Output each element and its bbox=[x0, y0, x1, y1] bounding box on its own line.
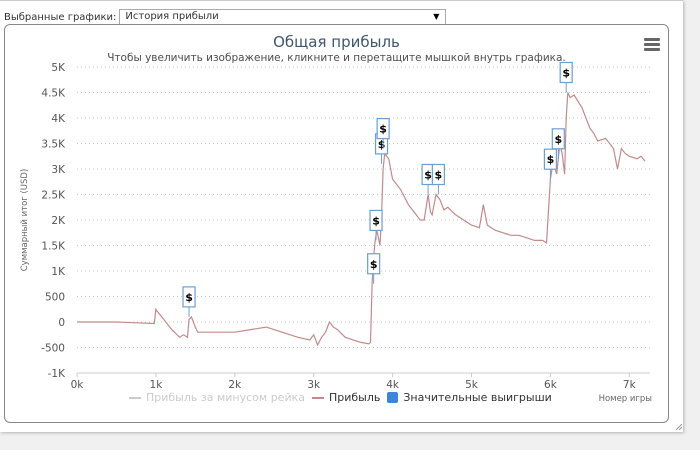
y-tick-label: 2K bbox=[51, 215, 66, 227]
x-axis-title: Номер игры bbox=[598, 394, 652, 404]
y-tick-label: 1K bbox=[51, 266, 66, 278]
y-tick-label: 2.5K bbox=[41, 190, 66, 202]
dollar-icon: $ bbox=[562, 67, 570, 80]
x-tick-label: 1k bbox=[150, 379, 164, 391]
legend-line-icon bbox=[311, 396, 324, 399]
y-tick-label: 4.5K bbox=[41, 88, 66, 100]
big-win-flag[interactable] bbox=[376, 117, 390, 140]
y-tick-label: 0 bbox=[58, 317, 65, 329]
dollar-icon: $ bbox=[185, 291, 193, 304]
big-win-flag[interactable] bbox=[559, 61, 573, 84]
chart-selector-label: Выбранные графики: bbox=[4, 11, 117, 23]
dollar-icon: $ bbox=[435, 169, 443, 182]
dropdown-arrow-icon: ▼ bbox=[433, 12, 440, 21]
chart-subtitle: Чтобы увеличить изображение, кликните и … bbox=[107, 52, 566, 64]
y-tick-label: -500 bbox=[41, 343, 65, 355]
chart-selector-row: Выбранные графики: История прибыли ▼ bbox=[4, 9, 447, 25]
big-win-flag[interactable] bbox=[543, 148, 558, 170]
big-win-flag[interactable] bbox=[431, 163, 445, 186]
dollar-icon: $ bbox=[554, 133, 562, 146]
legend-item-net-profit[interactable]: Прибыль за минусом рейка bbox=[129, 391, 305, 404]
x-tick-label: 2k bbox=[228, 379, 242, 391]
x-tick-label: 6k bbox=[544, 379, 558, 391]
chart-selector-dropdown[interactable]: История прибыли ▼ bbox=[119, 9, 447, 25]
dollar-icon: $ bbox=[424, 169, 432, 182]
legend-item-profit[interactable]: Прибыль bbox=[311, 391, 381, 404]
dollar-icon: $ bbox=[379, 123, 387, 136]
legend-line-icon bbox=[129, 396, 141, 399]
dollar-icon: $ bbox=[370, 258, 378, 271]
y-tick-label: 1.5K bbox=[41, 241, 66, 253]
chart-legend: Прибыль за минусом рейка Прибыль Значите… bbox=[129, 391, 559, 404]
y-tick-label: 4K bbox=[51, 113, 66, 125]
y-tick-label: 500 bbox=[45, 292, 65, 304]
legend-label: Значительные выигрыши bbox=[403, 391, 552, 404]
big-win-flag[interactable] bbox=[369, 209, 383, 231]
hamburger-menu-icon[interactable] bbox=[644, 38, 660, 52]
y-tick-label: 5K bbox=[51, 62, 66, 74]
chart-title: Общая прибыль bbox=[273, 33, 400, 51]
top-divider bbox=[0, 0, 683, 1]
x-tick-label: 3k bbox=[307, 379, 321, 391]
big-win-flag[interactable] bbox=[551, 128, 565, 150]
dollar-icon: $ bbox=[378, 138, 386, 151]
chart-selector-value: История прибыли bbox=[125, 11, 219, 22]
y-tick-label: 3.5K bbox=[41, 139, 66, 151]
chart-container[interactable]: Общая прибыль Чтобы увеличить изображени… bbox=[4, 24, 669, 423]
legend-square-icon bbox=[387, 392, 399, 403]
y-tick-label: 3K bbox=[51, 164, 66, 176]
x-tick-label: 7k bbox=[623, 379, 637, 391]
dollar-icon: $ bbox=[547, 153, 555, 166]
x-tick-label: 5k bbox=[465, 379, 479, 391]
y-tick-label: -1K bbox=[48, 368, 66, 380]
legend-label: Прибыль bbox=[328, 391, 381, 404]
resize-grip-icon[interactable] bbox=[676, 424, 682, 430]
x-tick-label: 0k bbox=[71, 379, 85, 391]
page-container: Выбранные графики: История прибыли ▼ Общ… bbox=[0, 0, 683, 432]
dollar-icon: $ bbox=[372, 214, 380, 227]
legend-label: Прибыль за минусом рейка bbox=[146, 391, 305, 404]
legend-item-big-wins[interactable]: Значительные выигрыши bbox=[387, 391, 552, 404]
plot-area[interactable]: 5K 4.5K 4K 3.5K 3K 2.5K 2K 1.5K 1K 500 0 -500 -1K 0k 1… bbox=[5, 25, 668, 422]
big-win-flag[interactable] bbox=[182, 286, 196, 308]
y-axis-title: Суммарный итог (USD) bbox=[20, 169, 30, 272]
big-win-flag[interactable] bbox=[367, 253, 381, 275]
x-tick-label: 4k bbox=[386, 379, 400, 391]
profit-line bbox=[77, 92, 646, 347]
